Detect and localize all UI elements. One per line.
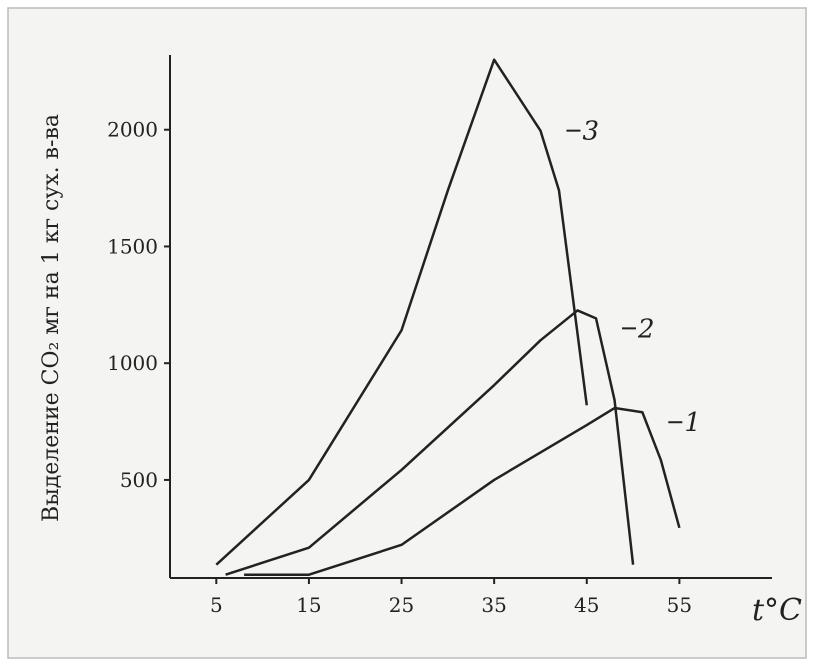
line <box>244 406 681 576</box>
x-tick-label: 15 <box>296 593 321 617</box>
series-label: 3 <box>582 117 599 147</box>
x-tick-label: 35 <box>481 593 506 617</box>
series-label: 1 <box>684 408 701 438</box>
x-tick-label: 25 <box>389 593 414 617</box>
x-tick-label: 45 <box>574 593 599 617</box>
y-tick-label: 500 <box>120 468 158 492</box>
y-tick-label: 1000 <box>107 351 158 375</box>
frame <box>7 7 807 659</box>
y-axis-label: Выделение CO₂ мг на 1 кг сух. в-ва <box>39 114 64 522</box>
y-tick-label: 2000 <box>107 118 158 142</box>
x-tick-label: 55 <box>667 593 692 617</box>
x-tick-label: 5 <box>210 593 223 617</box>
line <box>225 309 635 576</box>
x-axis-label: t°C <box>752 593 802 628</box>
y-tick-label: 1500 <box>107 234 158 258</box>
series-label: 2 <box>637 314 655 344</box>
line <box>215 58 589 566</box>
